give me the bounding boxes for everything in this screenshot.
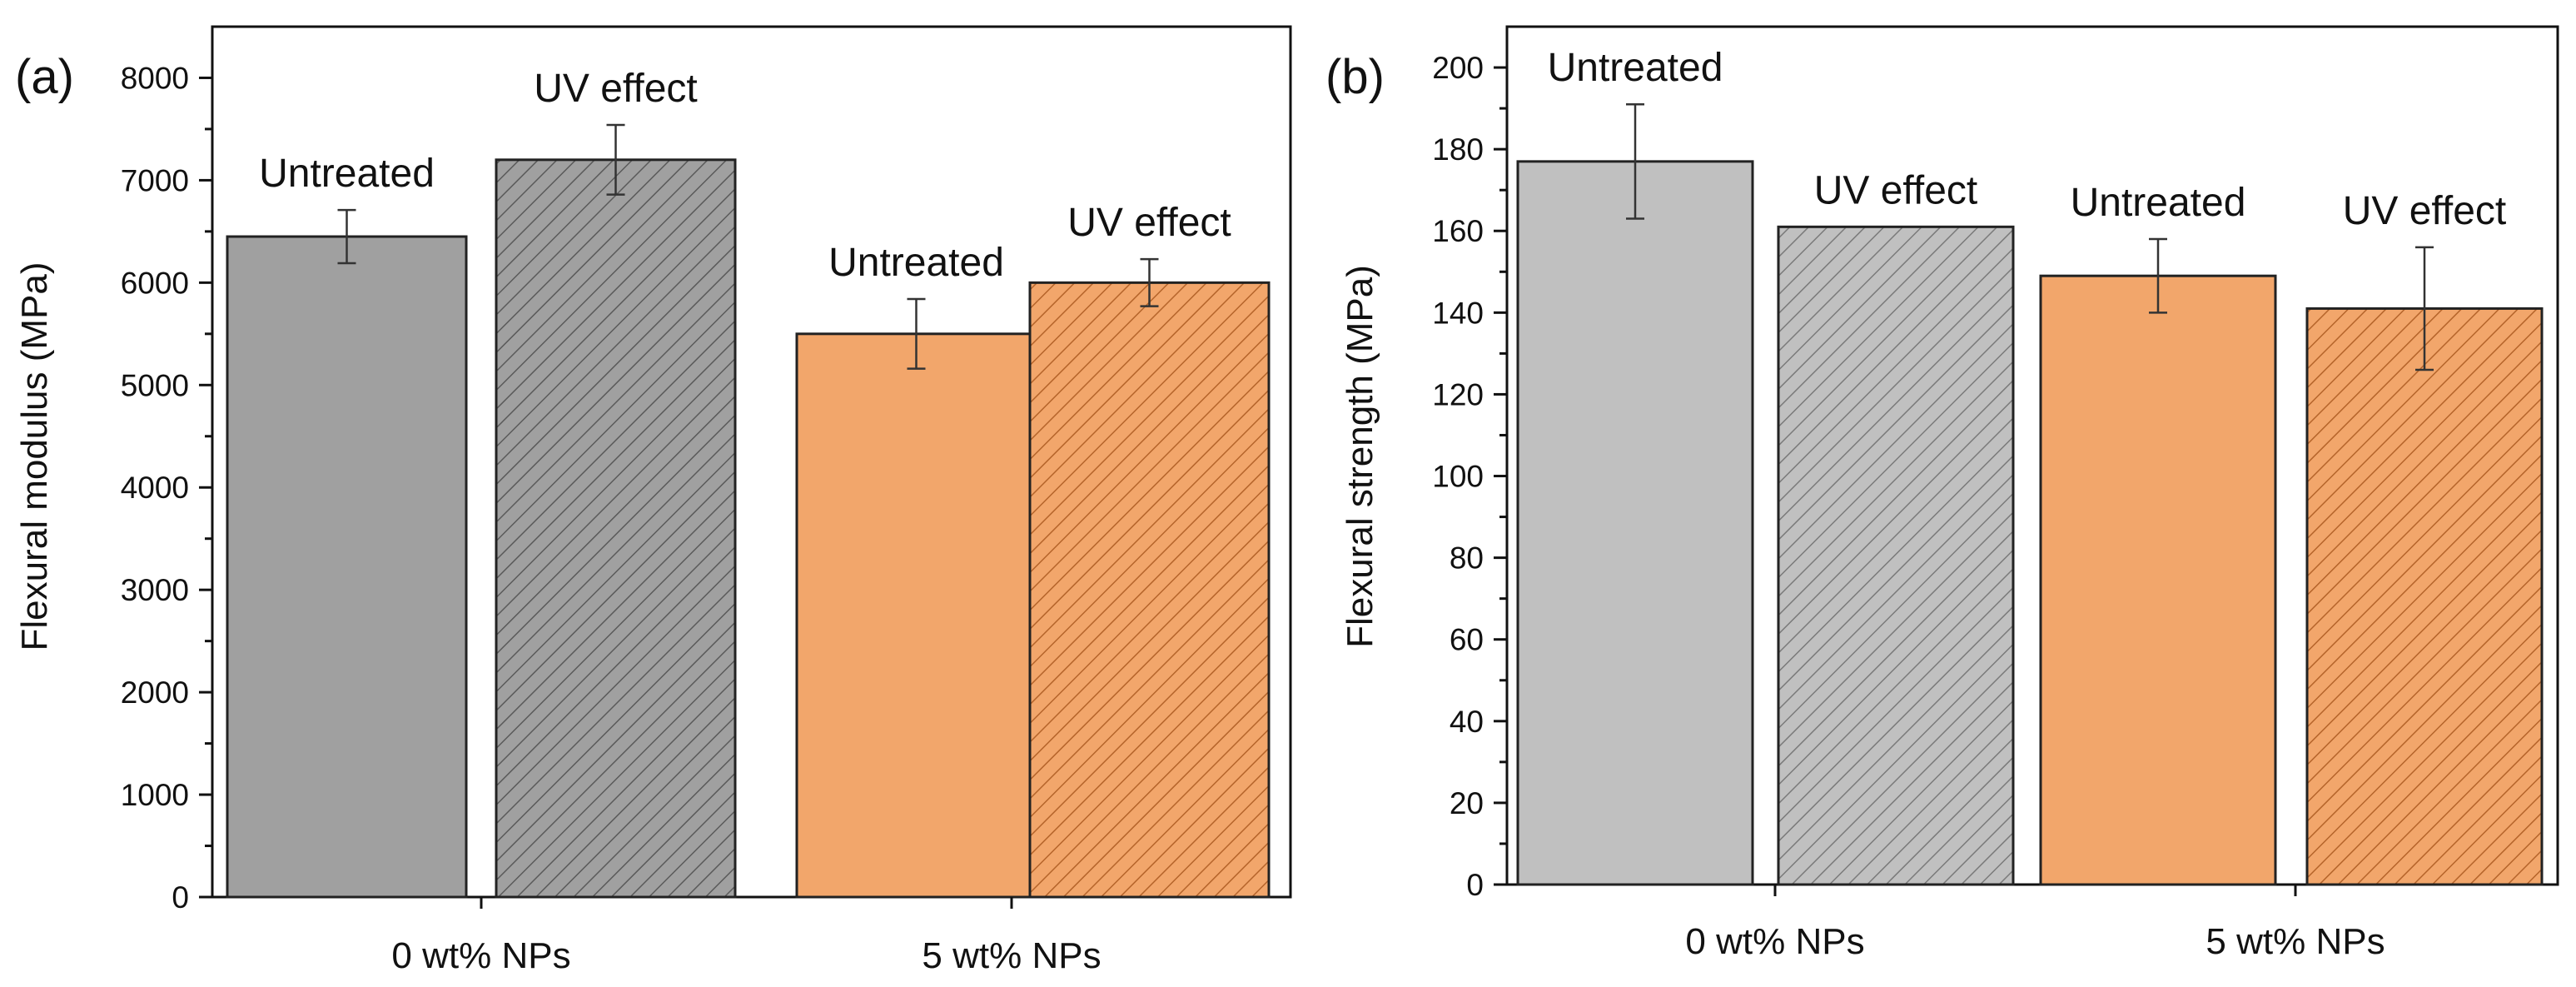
panel-b-bar: [2305, 307, 2544, 886]
panel-a-y-tick-label: 7000: [121, 163, 189, 197]
panel-b-y-axis: 0 20 40 60 80 100 120 140 160 180 200: [1432, 51, 1507, 902]
panel-b-bar-label: Untreated: [1548, 46, 1723, 90]
panel-b-x-tick-label: 0 wt% NPs: [1685, 921, 1864, 962]
panel-a-y-tick-label: 2000: [121, 675, 189, 710]
panel-b-y-tick-label: 160: [1432, 214, 1484, 248]
panel-a-x-axis: 0 wt% NPs 5 wt% NPs: [391, 897, 1102, 976]
panel-a-label: (a): [15, 50, 74, 104]
panel-b-y-tick-label: 120: [1432, 377, 1484, 411]
panel-a-y-tick-label: 5000: [121, 368, 189, 402]
panel-a-bar: [1028, 281, 1271, 899]
panel-b-x-axis: 0 wt% NPs 5 wt% NPs: [1685, 885, 2385, 962]
panel-b-bar-label: Untreated: [2071, 181, 2246, 225]
panel-b-bar-label: UV effect: [1814, 168, 1978, 212]
panel-a-bars: Untreated UV effect Untreated UV effect: [226, 67, 1271, 899]
panel-a-y-tick-label: 4000: [121, 471, 189, 505]
panel-a-bar: [795, 332, 1037, 899]
panel-a-x-tick-label: 0 wt% NPs: [391, 935, 570, 976]
panel-a-plot-frame: [211, 25, 1292, 899]
panel-a-y-axis-title: Flexural modulus (MPa): [14, 262, 55, 651]
panel-b-y-tick-label: 20: [1450, 786, 1484, 820]
panel-b-y-tick-label: 140: [1432, 296, 1484, 330]
panel-a-bar: [226, 235, 468, 899]
panel-a-bar-label: Untreated: [259, 152, 435, 196]
panel-b-y-tick-label: 80: [1450, 541, 1484, 576]
panel-a-bar: [495, 158, 737, 899]
panel-a-bar-label: UV effect: [1067, 201, 1231, 245]
panel-b-label: (b): [1325, 50, 1385, 104]
panel-b-bar: [2039, 274, 2277, 886]
panel-b-bars: Untreated UV effect Untreated UV effect: [1516, 46, 2544, 886]
panel-a-y-tick-label: 1000: [121, 778, 189, 812]
panel-b-chart: (b) Flexural strength (MPa) 0 20 40 60 80 100…: [1325, 25, 2559, 962]
panel-b-bar-label: UV effect: [2343, 189, 2507, 233]
panel-a-y-tick-label: 3000: [121, 573, 189, 607]
panel-a-bar-label: UV effect: [534, 67, 698, 111]
panel-b-x-tick-label: 5 wt% NPs: [2206, 921, 2385, 962]
panel-a-y-tick-label: 8000: [121, 61, 189, 95]
panel-b-y-tick-label: 200: [1432, 51, 1484, 85]
panel-b-bar: [1516, 160, 1754, 886]
panel-b-y-tick-label: 180: [1432, 132, 1484, 167]
panel-a-bar-label: Untreated: [828, 241, 1004, 285]
panel-b-y-tick-label: 60: [1450, 623, 1484, 657]
panel-b-bar: [1777, 225, 2015, 886]
panel-a-chart: (a) Flexural modulus (MPa) 0 1000 2000 3000…: [14, 25, 1292, 976]
panel-b-y-tick-label: 0: [1466, 868, 1484, 902]
panel-b-y-axis-title: Flexural strength (MPa): [1340, 265, 1380, 648]
panel-a-y-tick-label: 0: [172, 880, 189, 915]
panel-a-y-tick-label: 6000: [121, 266, 189, 300]
panel-b-plot-frame: [1505, 25, 2559, 886]
panel-b-y-tick-label: 40: [1450, 705, 1484, 739]
panel-b-y-tick-label: 100: [1432, 460, 1484, 494]
panel-a-y-axis: 0 1000 2000 3000 4000 5000 6000 7000 8000: [121, 61, 212, 915]
panel-a-x-tick-label: 5 wt% NPs: [922, 935, 1101, 976]
